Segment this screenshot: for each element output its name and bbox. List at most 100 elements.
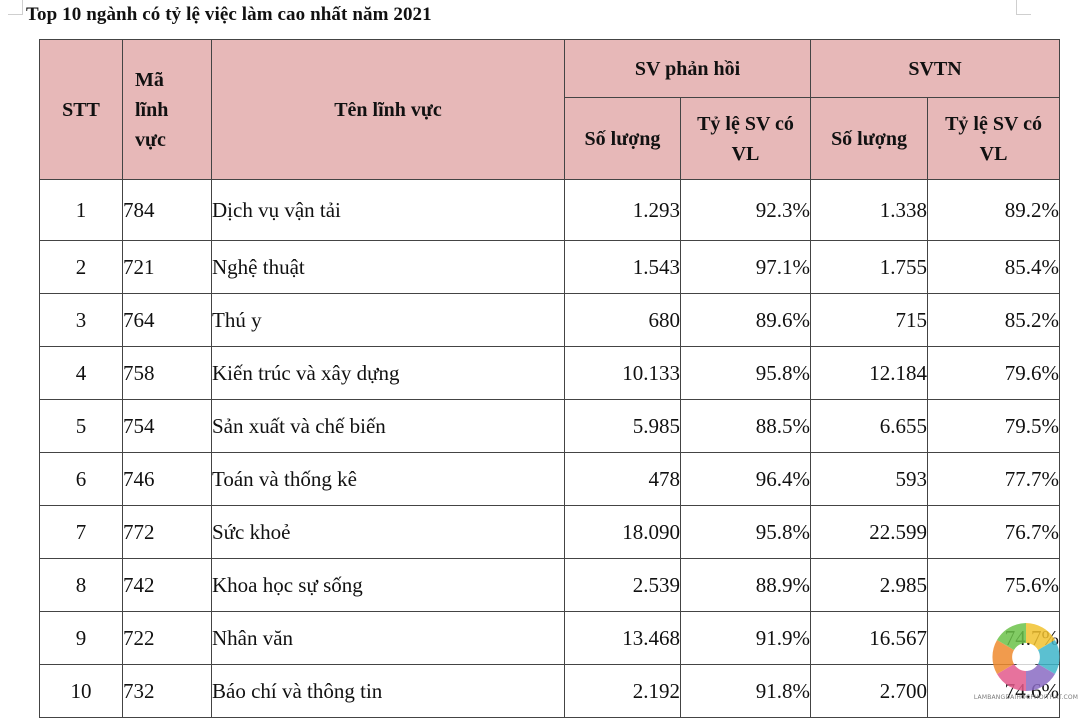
table-row: 2 721 Nghệ thuật 1.543 97.1% 1.755 85.4% xyxy=(39,240,1061,294)
table-title: Top 10 ngành có tỷ lệ việc làm cao nhất … xyxy=(26,4,432,25)
cell-ph-ty-le: 89.6% xyxy=(679,293,812,347)
cell-ma: 732 xyxy=(122,664,212,718)
cell-tn-so-luong: 2.700 xyxy=(810,664,929,718)
cell-ph-so-luong: 1.543 xyxy=(564,240,681,294)
cell-tn-so-luong: 16.567 xyxy=(810,611,929,665)
cell-stt: 3 xyxy=(39,293,123,347)
cell-stt: 1 xyxy=(39,179,123,241)
cell-tn-ty-le: 85.4% xyxy=(927,240,1061,294)
header-sv-phan-hoi: SV phản hồi xyxy=(563,39,812,98)
header-tn-ty-le-line-1: Tỷ lệ SV có xyxy=(945,112,1042,135)
header-ph-ty-le: Tỷ lệ SV có VL xyxy=(679,97,812,180)
cell-tn-so-luong: 1.338 xyxy=(810,179,929,241)
cell-tn-so-luong: 6.655 xyxy=(810,399,929,453)
header-tn-so-luong: Số lượng xyxy=(810,97,929,180)
table-row: 5 754 Sản xuất và chế biến 5.985 88.5% 6… xyxy=(39,399,1061,453)
table-row: 4 758 Kiến trúc và xây dựng 10.133 95.8%… xyxy=(39,346,1061,400)
table-row: 1 784 Dịch vụ vận tải 1.293 92.3% 1.338 … xyxy=(39,179,1061,241)
cell-stt: 2 xyxy=(39,240,123,294)
cell-stt: 5 xyxy=(39,399,123,453)
cell-ph-so-luong: 10.133 xyxy=(564,346,681,400)
cell-ph-ty-le: 96.4% xyxy=(679,452,812,506)
cell-ph-so-luong: 478 xyxy=(564,452,681,506)
corner-mark-top-left xyxy=(8,0,23,15)
cell-ph-so-luong: 18.090 xyxy=(564,505,681,559)
cell-tn-ty-le: 75.6% xyxy=(927,558,1061,612)
cell-ma: 764 xyxy=(122,293,212,347)
header-ph-so-luong: Số lượng xyxy=(564,97,681,180)
cell-ph-so-luong: 2.539 xyxy=(564,558,681,612)
table-row: 6 746 Toán và thống kê 478 96.4% 593 77.… xyxy=(39,452,1061,506)
cell-stt: 8 xyxy=(39,558,123,612)
cell-tn-ty-le: 74.6% xyxy=(927,664,1061,718)
employment-rate-table: STT Mã lĩnh vực Tên lĩnh vực SV phản hồi… xyxy=(39,39,1061,718)
cell-ten: Báo chí và thông tin xyxy=(211,664,565,718)
cell-tn-ty-le: 79.5% xyxy=(927,399,1061,453)
cell-stt: 9 xyxy=(39,611,123,665)
cell-ph-ty-le: 91.9% xyxy=(679,611,812,665)
cell-ma: 722 xyxy=(122,611,212,665)
cell-tn-ty-le: 76.7% xyxy=(927,505,1061,559)
header-ten-linh-vuc: Tên lĩnh vực xyxy=(211,39,565,180)
cell-ten: Nhân văn xyxy=(211,611,565,665)
cell-tn-so-luong: 715 xyxy=(810,293,929,347)
cell-ph-ty-le: 88.5% xyxy=(679,399,812,453)
corner-mark-top-right xyxy=(1016,0,1031,15)
cell-ph-so-luong: 1.293 xyxy=(564,179,681,241)
table-row: 7 772 Sức khoẻ 18.090 95.8% 22.599 76.7% xyxy=(39,505,1061,559)
cell-stt: 4 xyxy=(39,346,123,400)
cell-ph-ty-le: 95.8% xyxy=(679,505,812,559)
cell-tn-so-luong: 22.599 xyxy=(810,505,929,559)
cell-tn-ty-le: 85.2% xyxy=(927,293,1061,347)
cell-ph-ty-le: 92.3% xyxy=(679,179,812,241)
cell-ten: Toán và thống kê xyxy=(211,452,565,506)
cell-ma: 772 xyxy=(122,505,212,559)
cell-ten: Kiến trúc và xây dựng xyxy=(211,346,565,400)
cell-ten: Nghệ thuật xyxy=(211,240,565,294)
cell-ph-so-luong: 2.192 xyxy=(564,664,681,718)
cell-stt: 7 xyxy=(39,505,123,559)
cell-ten: Dịch vụ vận tải xyxy=(211,179,565,241)
cell-ma: 754 xyxy=(122,399,212,453)
cell-ma: 742 xyxy=(122,558,212,612)
cell-tn-so-luong: 2.985 xyxy=(810,558,929,612)
header-stt: STT xyxy=(39,39,123,180)
cell-stt: 10 xyxy=(39,664,123,718)
header-ph-ty-le-line-2: VL xyxy=(731,142,760,165)
cell-ma: 746 xyxy=(122,452,212,506)
cell-stt: 6 xyxy=(39,452,123,506)
header-tn-ty-le-line-2: VL xyxy=(979,142,1008,165)
cell-ph-ty-le: 97.1% xyxy=(679,240,812,294)
cell-ten: Sản xuất và chế biến xyxy=(211,399,565,453)
cell-ten: Sức khoẻ xyxy=(211,505,565,559)
cell-ten: Thú y xyxy=(211,293,565,347)
table-row: 8 742 Khoa học sự sống 2.539 88.9% 2.985… xyxy=(39,558,1061,612)
cell-ph-so-luong: 13.468 xyxy=(564,611,681,665)
header-ma-line-3: vực xyxy=(135,128,166,151)
cell-ph-ty-le: 88.9% xyxy=(679,558,812,612)
cell-ph-ty-le: 91.8% xyxy=(679,664,812,718)
cell-ph-ty-le: 95.8% xyxy=(679,346,812,400)
header-ph-ty-le-line-1: Tỷ lệ SV có xyxy=(697,112,794,135)
cell-tn-ty-le: 79.6% xyxy=(927,346,1061,400)
header-ma-linh-vuc: Mã lĩnh vực xyxy=(122,39,212,180)
cell-ph-so-luong: 680 xyxy=(564,293,681,347)
table-row: 9 722 Nhân văn 13.468 91.9% 16.567 74.7% xyxy=(39,611,1061,665)
header-ma-line-1: Mã xyxy=(135,68,164,91)
cell-ph-so-luong: 5.985 xyxy=(564,399,681,453)
cell-ma: 721 xyxy=(122,240,212,294)
header-ma-line-2: lĩnh xyxy=(135,98,169,121)
cell-tn-so-luong: 593 xyxy=(810,452,929,506)
cell-ma: 784 xyxy=(122,179,212,241)
cell-tn-ty-le: 77.7% xyxy=(927,452,1061,506)
cell-tn-ty-le: 89.2% xyxy=(927,179,1061,241)
cell-ma: 758 xyxy=(122,346,212,400)
table-row: 3 764 Thú y 680 89.6% 715 85.2% xyxy=(39,293,1061,347)
cell-ten: Khoa học sự sống xyxy=(211,558,565,612)
cell-tn-so-luong: 12.184 xyxy=(810,346,929,400)
cell-tn-ty-le: 74.7% xyxy=(927,611,1061,665)
cell-tn-so-luong: 1.755 xyxy=(810,240,929,294)
header-tn-ty-le: Tỷ lệ SV có VL xyxy=(927,97,1061,180)
table-row: 10 732 Báo chí và thông tin 2.192 91.8% … xyxy=(39,664,1061,718)
header-svtn: SVTN xyxy=(810,39,1061,98)
